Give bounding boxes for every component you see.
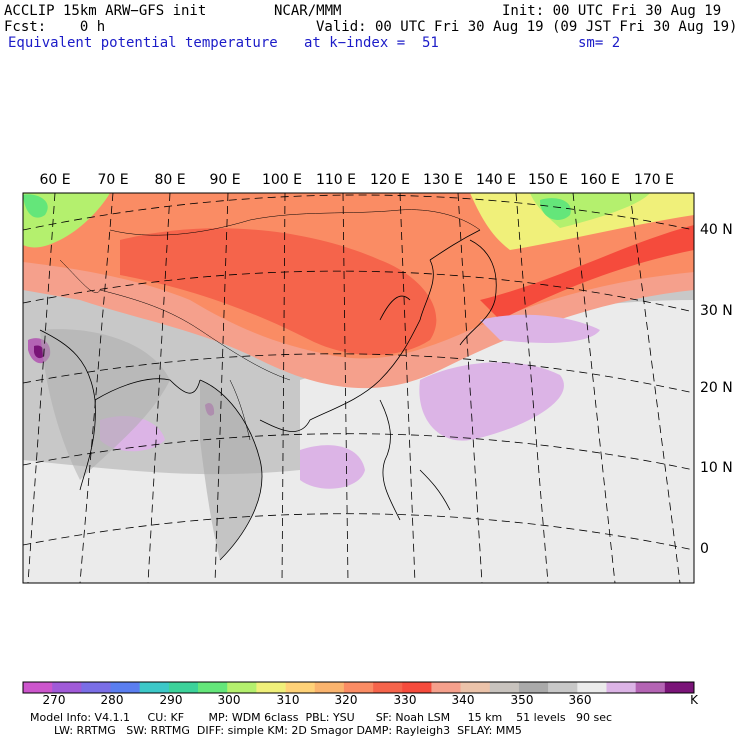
colorbar-cell — [635, 682, 666, 693]
lon-label-110e: 110 E — [315, 172, 357, 188]
init-time: Init: 00 UTC Fri 30 Aug 19 — [502, 3, 722, 19]
valid-time: Valid: 00 UTC Fri 30 Aug 19 (09 JST Fri … — [316, 19, 738, 35]
colorbar-cell — [460, 682, 491, 693]
lon-label-80e: 80 E — [154, 172, 186, 188]
colorbar-cell — [606, 682, 636, 693]
colorbar-cell — [52, 682, 82, 693]
lat-label-10n: 10 N — [700, 460, 733, 476]
lat-label-30n: 30 N — [700, 303, 733, 319]
lon-label-150e: 150 E — [527, 172, 569, 188]
purple-patch-south-china-sea — [300, 445, 365, 489]
organization-label: NCAR/MMM — [274, 3, 342, 19]
colorbar-cell — [168, 682, 199, 693]
colorbar-label-290: 290 — [159, 693, 183, 707]
colorbar-label-280: 280 — [100, 693, 124, 707]
lat-label-20n: 20 N — [700, 380, 733, 396]
colorbar-cell — [198, 682, 228, 693]
lon-label-170e: 170 E — [633, 172, 675, 188]
colorbar-cell — [548, 682, 578, 693]
coastlines — [39, 229, 497, 561]
forecast-hour: Fcst: 0 h — [4, 19, 106, 35]
field-name: Equivalent potential temperature — [8, 35, 278, 51]
colorbar-label-320: 320 — [334, 693, 358, 707]
colorbar-label-310: 310 — [276, 693, 300, 707]
lon-label-120e: 120 E — [369, 172, 411, 188]
colorbar-cell — [285, 682, 316, 693]
colorbar-label-270: 270 — [42, 693, 66, 707]
india-land — [40, 329, 170, 480]
smoothing-label: sm= 2 — [578, 35, 621, 51]
lon-label-90e: 90 E — [209, 172, 241, 188]
colorbar-cell — [227, 682, 257, 693]
colorbar-cell — [139, 682, 170, 693]
lon-label-60e: 60 E — [39, 172, 71, 188]
colorbar-label-350: 350 — [510, 693, 534, 707]
colorbar-cell — [431, 682, 461, 693]
purple-patch-east-pacific — [480, 314, 600, 343]
colorbar-cell — [577, 682, 607, 693]
colorbar-label-360: 360 — [568, 693, 592, 707]
colorbar-label-330: 330 — [393, 693, 417, 707]
colorbar-cell — [314, 682, 345, 693]
colorbar-cell — [23, 682, 53, 693]
level-index: at k−index = 51 — [304, 35, 439, 51]
colorbar-cell — [518, 682, 549, 693]
lat-label-40n: 40 N — [700, 222, 733, 238]
colorbar-cell — [664, 682, 695, 693]
lon-label-70e: 70 E — [97, 172, 129, 188]
colorbar-cell — [110, 682, 140, 693]
lon-label-130e: 130 E — [422, 172, 464, 188]
colorbar-frame — [22, 681, 695, 694]
purple-patch-pakistan-core — [34, 345, 45, 359]
colorbar-cell — [256, 682, 286, 693]
lat-label-equator: 0 — [700, 541, 709, 557]
colorbar-cell — [343, 682, 374, 693]
colorbar — [22, 681, 695, 694]
lat-lon-grid — [23, 193, 694, 583]
model-title: ACCLIP 15km ARW−GFS init — [4, 3, 207, 19]
pacific-warm-band — [480, 225, 694, 320]
colorbar-cell — [373, 682, 403, 693]
lon-label-100e: 100 E — [261, 172, 303, 188]
colorbar-label-300: 300 — [217, 693, 241, 707]
purple-patch-west-pacific — [419, 362, 564, 441]
lon-label-160e: 160 E — [579, 172, 621, 188]
warm-band-core — [120, 228, 437, 355]
map-frame — [22, 192, 695, 584]
cool-area-northeast-spot — [540, 198, 571, 220]
colorbar-unit: K — [690, 693, 698, 707]
model-info-line-1: Model Info: V4.1.1 CU: KF MP: WDM 6class… — [30, 711, 613, 724]
model-info-line-2: LW: RRTMG SW: RRTMG DIFF: simple KM: 2D … — [54, 724, 522, 737]
lon-label-140e: 140 E — [475, 172, 517, 188]
colorbar-cell — [81, 682, 111, 693]
colorbar-label-340: 340 — [451, 693, 475, 707]
colorbar-cell — [489, 682, 520, 693]
cool-area-west-spot — [23, 194, 48, 218]
colorbar-cell — [402, 682, 432, 693]
indochina-land — [200, 380, 262, 560]
